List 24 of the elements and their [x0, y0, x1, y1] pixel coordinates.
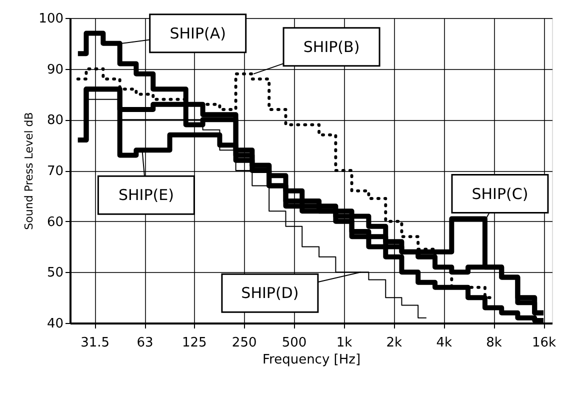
y-tick-label: 50 — [46, 266, 64, 281]
annotation: SHIP(C) — [472, 184, 528, 203]
x-tick-label: 4k — [436, 336, 452, 350]
x-axis-title: Frequency [Hz] — [262, 352, 361, 368]
y-axis-title: Sound Press Level dB — [22, 112, 36, 230]
y-tick-label: 80 — [46, 113, 64, 128]
x-tick-label: 250 — [232, 336, 257, 350]
x-tick-label: 8k — [486, 336, 502, 350]
y-tick-label: 70 — [46, 164, 64, 179]
annotation: SHIP(B) — [303, 38, 360, 56]
x-tick-label: 125 — [182, 336, 207, 350]
y-tick-label: 100 — [38, 12, 64, 26]
y-tick-label: 90 — [46, 62, 64, 78]
x-tick-label: 1k — [336, 336, 353, 350]
annotation: SHIP(E) — [118, 186, 174, 204]
x-tick-label: 500 — [282, 336, 307, 350]
x-tick-label: 16k — [532, 336, 557, 350]
annotation: SHIP(D) — [241, 284, 299, 302]
x-tick-label: 63 — [136, 336, 154, 350]
annotation: SHIP(A) — [170, 24, 226, 42]
x-tick-label: 31.5 — [80, 336, 110, 350]
x-tick-label: 2k — [386, 336, 403, 350]
y-tick-label: 60 — [46, 214, 64, 230]
y-tick-label: 40 — [46, 316, 64, 332]
